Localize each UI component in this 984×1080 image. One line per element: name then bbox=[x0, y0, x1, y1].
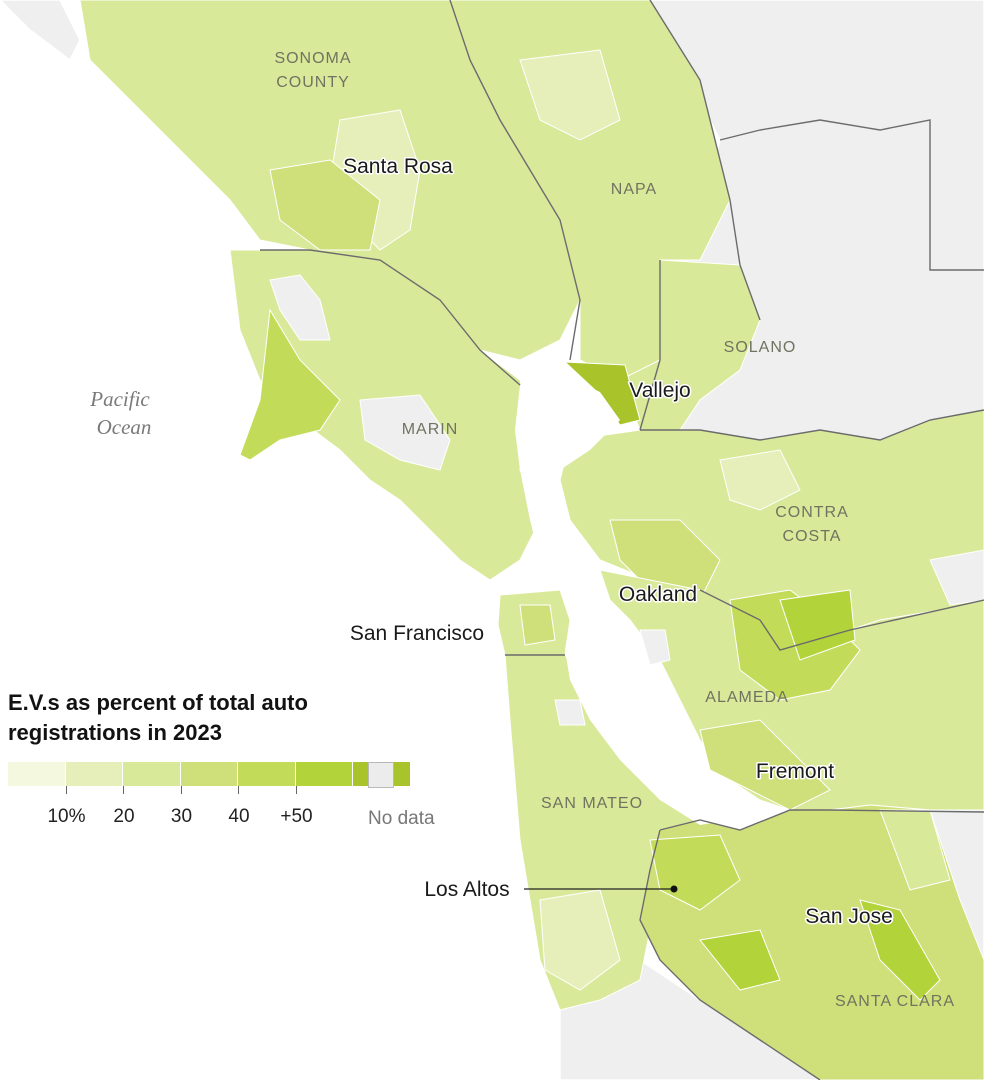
legend-tick bbox=[238, 786, 239, 794]
no-data-swatch bbox=[368, 762, 394, 788]
city-label-vallejo: Vallejo bbox=[629, 379, 690, 402]
bay-water bbox=[515, 375, 730, 825]
legend-tick bbox=[295, 786, 297, 794]
county-label-san-mateo: SAN MATEO bbox=[541, 795, 643, 812]
county-label-contra-costa-2: COSTA bbox=[783, 528, 842, 545]
county-label-sonoma-2: COUNTY bbox=[276, 74, 350, 91]
ocean-label-1: Pacific bbox=[89, 387, 150, 411]
county-label-santa-clara: SANTA CLARA bbox=[835, 993, 955, 1010]
legend-swatch bbox=[8, 762, 65, 786]
no-data-label: No data bbox=[368, 808, 435, 829]
legend-tick bbox=[180, 786, 182, 794]
legend-swatch bbox=[180, 762, 237, 786]
county-label-contra-costa-1: CONTRA bbox=[775, 504, 849, 521]
city-label-san-jose: San Jose bbox=[805, 905, 893, 928]
legend-tick bbox=[65, 786, 67, 794]
county-label-sonoma-1: SONOMA bbox=[274, 50, 351, 67]
los-altos-marker bbox=[670, 885, 678, 893]
legend-tick-label: +50 bbox=[280, 806, 313, 827]
city-label-oakland: Oakland bbox=[619, 583, 697, 606]
region-san-francisco bbox=[497, 589, 571, 656]
county-label-solano: SOLANO bbox=[724, 339, 797, 356]
legend-tick-label: 30 bbox=[170, 806, 193, 827]
city-label-san-francisco: San Francisco bbox=[350, 622, 484, 645]
legend-title: E.V.s as percent of total auto registrat… bbox=[8, 690, 308, 745]
city-label-santa-rosa: Santa Rosa bbox=[343, 155, 453, 178]
legend-tick-label: 20 bbox=[113, 806, 135, 827]
city-label-los-altos: Los Altos bbox=[424, 878, 509, 901]
legend-swatch bbox=[238, 762, 295, 786]
region-marin bbox=[229, 249, 541, 581]
legend: E.V.s as percent of total auto registrat… bbox=[8, 688, 458, 829]
legend-swatch bbox=[123, 762, 180, 786]
city-label-fremont: Fremont bbox=[756, 760, 834, 783]
legend-swatch bbox=[65, 762, 122, 786]
county-label-marin: MARIN bbox=[402, 421, 459, 438]
legend-swatch bbox=[295, 762, 352, 786]
county-label-napa: NAPA bbox=[611, 181, 657, 198]
county-borders bbox=[260, 0, 984, 1080]
legend-tick bbox=[123, 786, 124, 794]
legend-tick-label: 40 bbox=[228, 806, 250, 827]
county-label-alameda: ALAMEDA bbox=[705, 689, 788, 706]
ocean-label-2: Ocean bbox=[97, 415, 152, 439]
region-alameda bbox=[599, 569, 984, 811]
legend-tick-label: 10% bbox=[47, 806, 86, 827]
